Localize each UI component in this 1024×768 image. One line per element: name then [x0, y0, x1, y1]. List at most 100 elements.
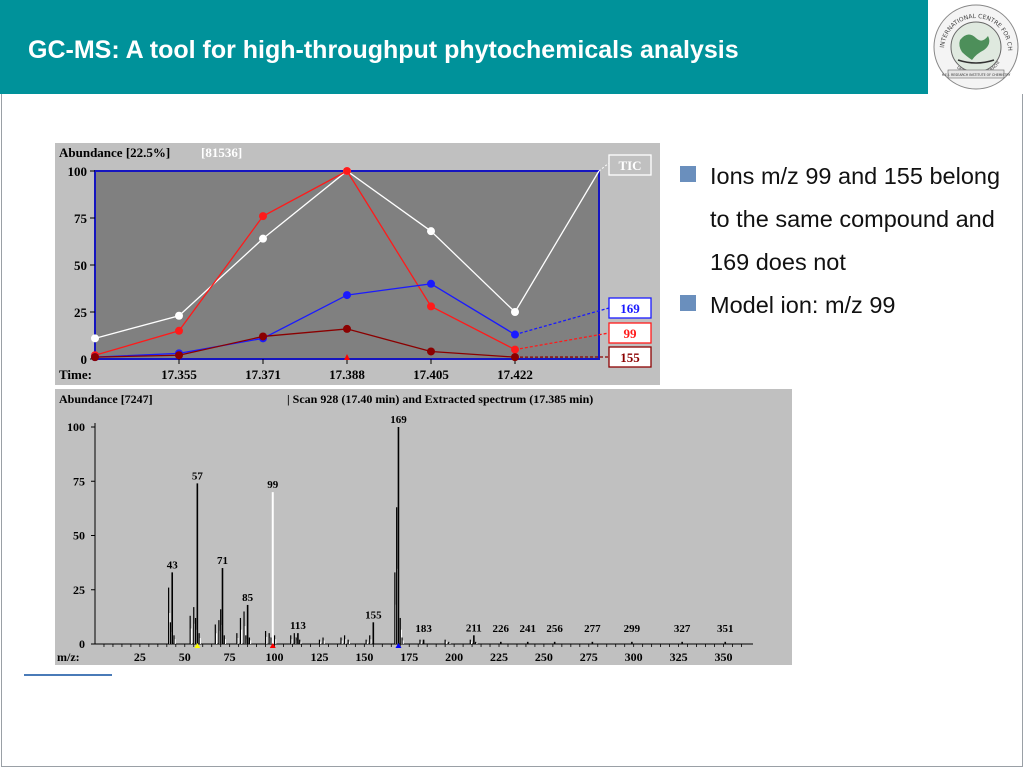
- institute-logo: INTERNATIONAL CENTRE FOR CHEMICAL SCIENC…: [925, 0, 1024, 94]
- data-point: [427, 302, 435, 311]
- bullet-list: Ions m/z 99 and 155 belong to the same c…: [680, 155, 1010, 327]
- peak-label: 155: [365, 609, 382, 621]
- data-point: [91, 353, 99, 362]
- apex-marker: [344, 354, 350, 360]
- chromatogram-chart: Abundance [22.5%] [81536] 0 25 50 75 100 Time: 1…: [55, 143, 660, 385]
- data-point: [343, 167, 351, 175]
- legend-box: [608, 297, 652, 319]
- legend-label: 155: [620, 350, 640, 365]
- y-tick-label: 25: [74, 305, 88, 320]
- x-tick-label: 250: [535, 650, 553, 664]
- bullet-text: Model ion: m/z 99: [710, 292, 896, 318]
- bullet-item: Ions m/z 99 and 155 belong to the same c…: [680, 155, 1010, 284]
- chart-header-value: [81536]: [201, 145, 242, 160]
- data-point: [511, 345, 519, 354]
- spectrum-panel: Abundance [7247] | Scan 928 (17.40 min) a…: [55, 389, 792, 670]
- y-tick-label: 50: [73, 529, 85, 543]
- peak-label: 169: [390, 414, 407, 426]
- peak-label: 183: [415, 623, 432, 635]
- y-tick-label: 75: [74, 211, 88, 226]
- legend-label: 99: [624, 326, 638, 341]
- x-tick-label: 17.422: [497, 367, 533, 382]
- slide-header: [0, 0, 1024, 94]
- x-axis-label: m/z:: [57, 650, 80, 664]
- x-tick-label: 200: [445, 650, 463, 664]
- data-point: [343, 291, 351, 300]
- y-tick-label: 0: [79, 637, 85, 651]
- bullet-item: Model ion: m/z 99: [680, 284, 1010, 327]
- x-tick-label: 17.371: [245, 367, 281, 382]
- peak-label: 211: [466, 622, 482, 634]
- x-tick-label: 275: [580, 650, 598, 664]
- data-point: [511, 308, 519, 316]
- x-tick-label: 25: [134, 650, 146, 664]
- peak-label: 99: [267, 479, 279, 491]
- data-point: [175, 326, 183, 335]
- slide-title: GC-MS: A tool for high-throughput phytoc…: [28, 36, 739, 64]
- data-point: [427, 227, 435, 236]
- peak-marker: [269, 643, 276, 648]
- y-tick-label: 0: [81, 352, 88, 367]
- data-point: [259, 332, 267, 341]
- y-tick-label: 50: [74, 258, 87, 273]
- peak-label: 71: [217, 555, 228, 567]
- series-line: [94, 328, 516, 358]
- data-point: [91, 334, 99, 343]
- content-frame: [1, 94, 1023, 767]
- chromatogram-panel: Abundance [22.5%] [81536] 0 25 50 75 100 Time: 1…: [55, 143, 660, 390]
- chart-header-label: Abundance [22.5%]: [59, 145, 170, 160]
- chart-header-label: Abundance [7247]: [59, 392, 153, 406]
- x-tick-label: 300: [625, 650, 643, 664]
- spectrum-chart: Abundance [7247] | Scan 928 (17.40 min) a…: [55, 389, 792, 665]
- legend-label: 169: [620, 301, 640, 316]
- legend-label: TIC: [618, 158, 641, 173]
- peak-label: 277: [584, 623, 601, 635]
- x-tick-label: 17.388: [329, 367, 365, 382]
- peak-marker: [395, 643, 402, 648]
- x-tick-label: 225: [490, 650, 508, 664]
- series-line: [94, 170, 516, 339]
- bullet-square-icon: [680, 166, 696, 182]
- y-tick-label: 25: [73, 583, 85, 597]
- peak-label: 43: [167, 559, 179, 571]
- x-tick-label: 325: [670, 650, 688, 664]
- data-point: [259, 234, 267, 243]
- peak-label: 241: [519, 623, 536, 635]
- legend-box: [608, 154, 652, 176]
- y-tick-label: 100: [68, 164, 88, 179]
- series-extension: [514, 170, 600, 313]
- series-extension: [514, 307, 610, 336]
- series-line: [94, 283, 516, 358]
- data-point: [175, 351, 183, 360]
- x-axis-label: Time:: [59, 367, 92, 382]
- x-tick-label: 75: [224, 650, 236, 664]
- data-point: [259, 212, 267, 221]
- data-point: [343, 324, 351, 333]
- peak-label: 256: [546, 623, 563, 635]
- logo-ribbon-text: H.E.J. RESEARCH INSTITUTE OF CHEMISTRY: [942, 73, 1011, 77]
- y-tick-label: 75: [73, 474, 85, 488]
- peak-label: 85: [242, 592, 254, 604]
- x-tick-label: 100: [266, 650, 284, 664]
- peak-label: 57: [192, 470, 204, 482]
- peak-label: 299: [624, 623, 641, 635]
- peak-label: 226: [493, 623, 510, 635]
- bullet-text: Ions m/z 99 and 155 belong to the same c…: [710, 163, 1001, 275]
- data-point: [175, 311, 183, 320]
- chart-background: [55, 389, 792, 665]
- x-tick-label: 50: [179, 650, 191, 664]
- series-line: [94, 170, 516, 356]
- x-tick-label: 17.355: [161, 367, 197, 382]
- y-tick-label: 100: [67, 420, 85, 434]
- x-tick-label: 150: [355, 650, 373, 664]
- x-tick-label: 17.405: [413, 367, 449, 382]
- decorative-underline: [24, 674, 112, 676]
- legend-box: [608, 346, 652, 368]
- chart-header-text: | Scan 928 (17.40 min) and Extracted spe…: [287, 392, 593, 406]
- peak-label: 351: [717, 623, 734, 635]
- peak-label: 113: [290, 620, 306, 632]
- data-point: [511, 353, 519, 362]
- peak-label: 327: [674, 623, 691, 635]
- x-tick-label: 125: [310, 650, 328, 664]
- data-point: [427, 279, 435, 288]
